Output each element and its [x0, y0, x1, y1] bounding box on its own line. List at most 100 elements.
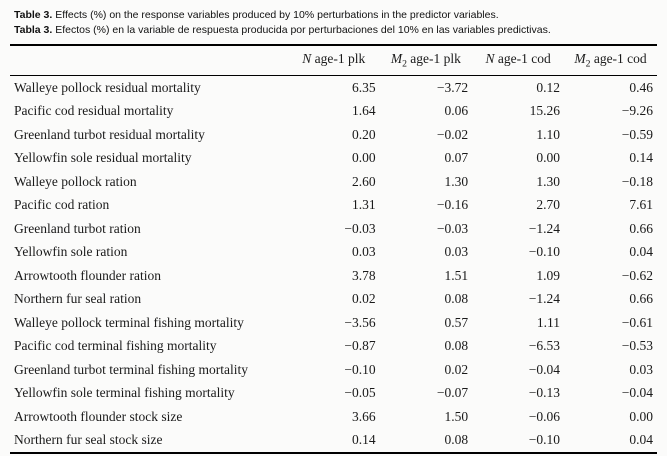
- column-rest: age-1 plk: [406, 51, 461, 67]
- column-subscript: 2: [402, 59, 407, 71]
- value-cell: −0.13: [528, 385, 561, 401]
- column-rest: age-1 plk: [311, 51, 366, 67]
- value-cell: −0.10: [528, 432, 561, 448]
- row-label: Walleye pollock terminal fishing mortali…: [14, 314, 244, 330]
- value-cell: −1.24: [528, 291, 561, 307]
- row-label: Walleye pollock ration: [14, 173, 137, 189]
- caption-english: Table 3. Effects (%) on the response var…: [14, 8, 657, 23]
- value-cell: 0.08: [444, 432, 469, 448]
- row-label-header: [10, 45, 288, 77]
- table-row: Arrowtooth flounder stock size 3.66 1.50 −0…: [10, 405, 657, 429]
- table-row: Greenland turbot terminal fishing mortal…: [10, 358, 657, 382]
- table-row: Arrowtooth flounder ration 3.78 1.51 1.09 −0…: [10, 264, 657, 288]
- value-cell: 0.08: [444, 291, 469, 307]
- value-cell: 2.70: [536, 197, 561, 213]
- caption-label-es: Tabla 3.: [14, 23, 53, 36]
- value-cell: −0.07: [436, 385, 469, 401]
- caption-text-es: Efectos (%) en la variable de respuesta …: [52, 23, 551, 36]
- value-cell: −9.26: [621, 103, 653, 119]
- value-cell: 0.20: [351, 126, 376, 142]
- value-cell: 1.51: [444, 267, 469, 283]
- value-cell: −0.10: [528, 244, 561, 260]
- table-row: Yellowfin sole terminal fishing mortalit…: [10, 382, 657, 406]
- table-row: Pacific cod ration 1.31 −0.16 2.70 7.61: [10, 194, 657, 218]
- value-cell: −3.72: [436, 79, 469, 95]
- value-cell: −0.16: [436, 197, 469, 213]
- row-label: Greenland turbot residual mortality: [14, 126, 205, 142]
- row-label: Arrowtooth flounder stock size: [14, 408, 183, 424]
- value-cell: 1.64: [351, 103, 376, 119]
- row-label: Greenland turbot terminal fishing mortal…: [14, 361, 248, 377]
- table-row: Greenland turbot residual mortality 0.20 −…: [10, 123, 657, 147]
- value-cell: −0.06: [528, 408, 561, 424]
- value-cell: 0.02: [351, 291, 376, 307]
- value-cell: −0.04: [528, 361, 561, 377]
- value-cell: −0.03: [344, 220, 376, 236]
- value-cell: 1.10: [536, 126, 561, 142]
- value-cell: 0.02: [444, 361, 469, 377]
- row-label: Pacific cod residual mortality: [14, 103, 174, 119]
- value-cell: −0.04: [621, 385, 653, 401]
- column-variable: N: [485, 51, 495, 67]
- table-row: Yellowfin sole residual mortality 0.00 0.0…: [10, 147, 657, 171]
- value-cell: 0.12: [536, 79, 561, 95]
- value-cell: 0.00: [351, 150, 376, 166]
- value-cell: 0.04: [629, 244, 653, 260]
- table-row: Northern fur seal ration 0.02 0.08 −1.24 0.6…: [10, 288, 657, 312]
- row-label: Yellowfin sole terminal fishing mortalit…: [14, 385, 235, 401]
- row-label: Pacific cod ration: [14, 197, 110, 213]
- value-cell: −0.62: [621, 267, 653, 283]
- value-cell: 1.31: [351, 197, 376, 213]
- value-cell: 0.46: [629, 79, 653, 95]
- column-variable: M: [574, 51, 586, 67]
- table-row: Northern fur seal stock size 0.14 0.08 −0.1…: [10, 429, 657, 454]
- column-variable: M: [390, 51, 403, 67]
- value-cell: −0.02: [436, 126, 469, 142]
- value-cell: 0.66: [629, 291, 653, 307]
- table-row: Greenland turbot ration −0.03 −0.03 −1.24 0.…: [10, 217, 657, 241]
- value-cell: 3.78: [351, 267, 376, 283]
- value-cell: −0.18: [621, 173, 653, 189]
- value-cell: 0.14: [351, 432, 376, 448]
- column-rest: age-1 cod: [590, 51, 647, 67]
- effects-table: N age-1 plk M2 age-1 plk N age-1 cod M2 age…: [10, 44, 657, 455]
- table-row: Pacific cod terminal fishing mortality −0…: [10, 335, 657, 359]
- row-label: Arrowtooth flounder ration: [14, 267, 161, 283]
- value-cell: −0.03: [436, 220, 469, 236]
- column-header: N age-1 plk: [288, 45, 380, 77]
- value-cell: −0.05: [344, 385, 376, 401]
- table-row: Yellowfin sole ration 0.03 0.03 −0.10 0.04: [10, 241, 657, 265]
- row-label: Walleye pollock residual mortality: [14, 79, 201, 95]
- value-cell: 1.50: [444, 408, 469, 424]
- value-cell: −3.56: [344, 314, 376, 330]
- value-cell: 15.26: [529, 103, 561, 119]
- table-row: Pacific cod residual mortality 1.64 0.06 15…: [10, 100, 657, 124]
- value-cell: 0.14: [629, 150, 653, 166]
- column-subscript: 2: [585, 59, 591, 71]
- value-cell: −0.53: [621, 338, 653, 354]
- row-label: Pacific cod terminal fishing mortality: [14, 338, 217, 354]
- value-cell: 1.30: [444, 173, 469, 189]
- value-cell: 0.00: [536, 150, 561, 166]
- value-cell: 6.35: [351, 79, 376, 95]
- row-label: Yellowfin sole residual mortality: [14, 150, 192, 166]
- value-cell: −1.24: [528, 220, 561, 236]
- row-label: Northern fur seal stock size: [14, 432, 163, 448]
- value-cell: 0.03: [351, 244, 376, 260]
- value-cell: 0.03: [629, 361, 653, 377]
- row-label: Greenland turbot ration: [14, 220, 141, 236]
- value-cell: 7.61: [629, 197, 653, 213]
- table-row: Walleye pollock residual mortality 6.35 −3…: [10, 76, 657, 100]
- value-cell: 0.03: [444, 244, 469, 260]
- value-cell: 1.11: [536, 314, 561, 330]
- column-header: M2 age-1 plk: [379, 45, 473, 77]
- value-cell: −0.87: [344, 338, 376, 354]
- value-cell: 0.00: [629, 408, 653, 424]
- value-cell: 2.60: [351, 173, 376, 189]
- column-header: N age-1 cod: [472, 45, 565, 77]
- caption-text-en: Effects (%) on the response variables pr…: [52, 9, 499, 21]
- value-cell: 3.66: [351, 408, 376, 424]
- value-cell: 0.06: [444, 103, 469, 119]
- value-cell: −0.10: [344, 361, 376, 377]
